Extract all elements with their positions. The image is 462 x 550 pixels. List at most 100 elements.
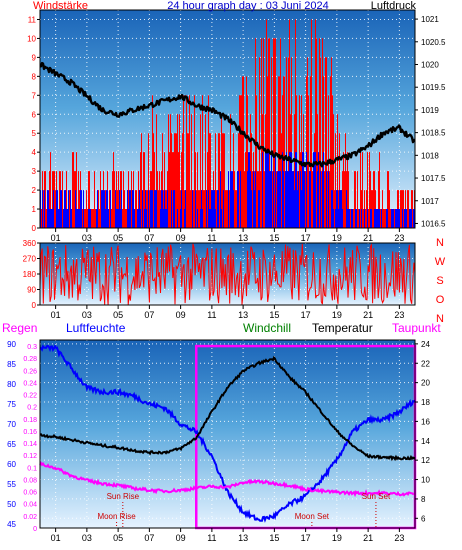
y-tick-label: 1018.5 — [421, 129, 446, 138]
y-tick-label: 1020 — [421, 61, 439, 70]
rain-axis-labels: 0 0.02 0.04 0.06 0.08 0.1 0.12 0.14 0.16 0.18 0.2 0… — [23, 344, 37, 533]
x-tick-label: 19 — [332, 310, 342, 320]
rain-tick-label: 0.28 — [23, 356, 37, 363]
y-tick-label: 1017.5 — [421, 174, 446, 183]
pressure-line — [39, 61, 416, 168]
label-luftfeuchte: Luftfeuchte — [66, 321, 126, 335]
direction-letter: N — [436, 237, 444, 249]
x-tick-label: 15 — [269, 233, 279, 243]
humidity-tick-label: 85 — [7, 360, 16, 369]
y-tick-label: 180 — [23, 270, 37, 279]
humidity-tick-label: 45 — [7, 520, 16, 529]
y-tick-label: 12 — [421, 456, 430, 465]
x-tick-label: 17 — [301, 310, 311, 320]
label-taupunkt: Taupunkt — [392, 321, 441, 335]
y-tick-label: 1018 — [421, 151, 439, 160]
y-tick-label: 22 — [421, 359, 430, 368]
annotation-label: Sun Set — [362, 492, 391, 501]
x-tick-label: 17 — [301, 533, 311, 543]
wind-pressure-frame — [39, 9, 416, 229]
wind-pressure-x-ticks: 01 03 05 07 09 11 13 15 17 19 21 23 — [51, 228, 404, 243]
label-windchill: Windchill — [243, 321, 291, 335]
temperature-line — [39, 355, 416, 462]
pressure-axis-labels: 1016.5 1017 1017.5 1018 1018.5 1019 1019.5 1020… — [415, 15, 446, 228]
sun-moon-annotations: Sun Rise Moon Rise Sun Set Moon Set — [97, 492, 391, 528]
x-tick-label: 23 — [394, 310, 404, 320]
rain-tick-label: 0.14 — [23, 441, 37, 448]
rain-tick-label: 0.26 — [23, 368, 37, 375]
y-tick-label: 1016.5 — [421, 219, 446, 228]
x-tick-label: 05 — [113, 533, 123, 543]
rain-tick-label: 0.18 — [23, 417, 37, 424]
x-tick-label: 11 — [207, 533, 216, 543]
rain-tick-label: 0.02 — [23, 514, 37, 521]
y-tick-label: 9 — [32, 53, 37, 62]
rain-tick-label: 0.1 — [27, 465, 37, 472]
y-tick-label: 1020.5 — [421, 38, 446, 47]
dewpoint-line — [39, 461, 416, 498]
rain-tick-label: 0.12 — [23, 453, 37, 460]
rain-tick-label: 0.16 — [23, 429, 37, 436]
y-tick-label: 360 — [23, 239, 37, 248]
temp-x-ticks: 01 03 05 07 09 11 13 15 17 19 21 23 — [51, 528, 404, 543]
wind-axis-title: Windstärke — [33, 0, 88, 12]
wind-direction-line — [39, 243, 416, 306]
x-tick-label: 03 — [82, 533, 92, 543]
x-tick-label: 01 — [51, 533, 61, 543]
rain-tick-label: 0.3 — [27, 344, 37, 351]
humidity-tick-label: 80 — [7, 380, 16, 389]
rain-tick-label: 0.06 — [23, 490, 37, 497]
x-tick-label: 05 — [113, 310, 123, 320]
direction-letter: S — [436, 275, 443, 287]
y-tick-label: 1 — [32, 205, 37, 214]
y-tick-label: 0 — [32, 301, 37, 310]
x-tick-label: 09 — [176, 233, 186, 243]
direction-axis-labels: 0 90 180 270 360 — [23, 239, 40, 310]
rain-tick-label: 0.08 — [23, 477, 37, 484]
humidity-tick-label: 70 — [7, 420, 16, 429]
temp-plot-area — [40, 340, 415, 528]
y-tick-label: 4 — [32, 148, 37, 157]
humidity-tick-label: 65 — [7, 440, 16, 449]
x-tick-label: 19 — [332, 533, 342, 543]
x-tick-label: 21 — [363, 233, 373, 243]
x-tick-label: 03 — [82, 310, 92, 320]
humidity-line — [39, 344, 416, 523]
x-tick-label: 07 — [144, 310, 154, 320]
x-tick-label: 03 — [82, 233, 92, 243]
y-tick-label: 1019.5 — [421, 83, 446, 92]
y-tick-label: 3 — [32, 167, 37, 176]
wind-axis-labels: 0 1 2 3 4 5 6 7 8 9 10 11 — [27, 15, 40, 233]
rain-tick-label: 0.24 — [23, 380, 37, 387]
chart-title: 24 hour graph day : 03 Juni 2024 — [167, 0, 328, 12]
x-tick-label: 11 — [207, 310, 216, 320]
x-tick-label: 23 — [394, 533, 404, 543]
y-tick-label: 7 — [32, 91, 37, 100]
temperature-axis-labels: 6 8 10 12 14 16 18 20 22 24 — [415, 340, 430, 523]
y-tick-label: 10 — [421, 476, 430, 485]
y-tick-label: 0 — [32, 224, 37, 233]
temp-frame — [39, 339, 416, 529]
y-tick-label: 2 — [32, 186, 37, 195]
x-tick-label: 15 — [269, 310, 279, 320]
label-temperatur: Temperatur — [312, 321, 373, 335]
humidity-tick-label: 55 — [7, 480, 16, 489]
direction-letter: O — [436, 294, 445, 306]
y-tick-label: 1019 — [421, 106, 439, 115]
y-tick-label: 8 — [421, 495, 426, 504]
x-tick-label: 15 — [269, 533, 279, 543]
y-tick-label: 14 — [421, 437, 430, 446]
x-tick-label: 05 — [113, 233, 123, 243]
y-tick-label: 16 — [421, 417, 430, 426]
label-regen: Regen — [2, 321, 37, 335]
y-tick-label: 10 — [27, 34, 36, 43]
y-tick-label: 5 — [32, 129, 37, 138]
x-tick-label: 21 — [363, 310, 373, 320]
x-tick-label: 07 — [144, 233, 154, 243]
humidity-axis-labels: 45 50 55 60 65 70 75 80 85 90 — [7, 340, 16, 529]
x-tick-label: 13 — [238, 533, 248, 543]
x-tick-label: 01 — [51, 310, 61, 320]
x-tick-label: 11 — [207, 233, 216, 243]
